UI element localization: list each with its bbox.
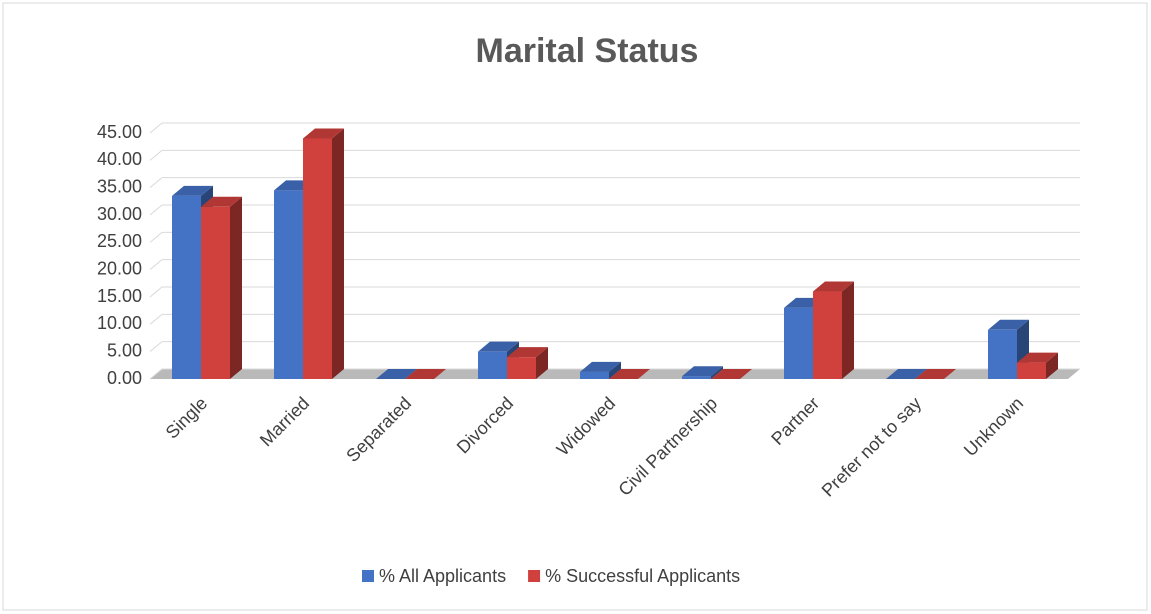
grid-line-side [149, 149, 163, 161]
y-tick-label: 5.00 [107, 340, 142, 360]
bar-front [172, 195, 201, 379]
grid-line-side [149, 231, 163, 243]
bar-top [172, 185, 213, 196]
bar [580, 361, 621, 379]
bar-top [303, 128, 344, 139]
bar-top [813, 281, 854, 292]
bar-front [274, 190, 303, 379]
chart-title: Marital Status [476, 32, 699, 70]
bar [915, 369, 956, 379]
bar-top [478, 341, 519, 352]
legend-swatch [528, 570, 541, 582]
bar-top [711, 369, 752, 379]
grid-line-side [149, 368, 163, 380]
bar-top [915, 369, 956, 379]
grid-line-side [149, 341, 163, 353]
bar [303, 128, 344, 379]
bar [609, 369, 650, 379]
bar [1017, 352, 1058, 379]
bar [813, 281, 854, 379]
bar-front [478, 351, 507, 379]
bar-front [303, 138, 332, 379]
bar-top [507, 347, 548, 358]
bar-front [784, 307, 813, 379]
grid-line-side [149, 286, 163, 298]
bar [405, 369, 446, 379]
grid-line-side [149, 122, 163, 134]
bar [507, 347, 548, 379]
bar-top [201, 196, 242, 207]
bar-front [682, 376, 711, 379]
grid-line-side [149, 259, 163, 271]
y-tick-label: 35.00 [97, 176, 142, 196]
y-tick-label: 25.00 [97, 231, 142, 251]
grid-line-side [149, 177, 163, 189]
bar-side [230, 196, 242, 379]
legend-label: % All Applicants [379, 566, 506, 586]
bar-side [536, 347, 548, 379]
grid-line-side [149, 313, 163, 325]
y-tick-label: 0.00 [107, 368, 142, 388]
bar-top [988, 319, 1029, 330]
bar-top [682, 366, 723, 377]
bar-side [711, 366, 723, 379]
bar-side [1046, 352, 1058, 379]
bar [376, 369, 417, 379]
bar-top [609, 369, 650, 379]
bar [886, 369, 927, 379]
bar [711, 369, 752, 379]
legend-label: % Successful Applicants [545, 566, 740, 586]
bar-top [1017, 352, 1058, 363]
y-tick-label: 30.00 [97, 204, 142, 224]
bar-front [1017, 362, 1046, 379]
y-tick-label: 45.00 [97, 122, 142, 142]
bar-front [507, 357, 536, 379]
bar-front [201, 206, 230, 379]
y-tick-label: 20.00 [97, 258, 142, 278]
bar-front [988, 329, 1017, 379]
bar [201, 196, 242, 379]
y-tick-label: 40.00 [97, 149, 142, 169]
bar [682, 366, 723, 379]
y-tick-label: 15.00 [97, 286, 142, 306]
bar-top [405, 369, 446, 379]
bar-top [886, 369, 927, 379]
bar-top [376, 369, 417, 379]
bar-front [580, 371, 609, 379]
bar-front [813, 291, 842, 379]
bar-side [332, 128, 344, 379]
y-tick-label: 10.00 [97, 313, 142, 333]
bar-top [580, 361, 621, 372]
bar-side [842, 281, 854, 379]
grid-line-side [149, 204, 163, 216]
legend-swatch [362, 570, 374, 582]
bar-side [609, 361, 621, 379]
